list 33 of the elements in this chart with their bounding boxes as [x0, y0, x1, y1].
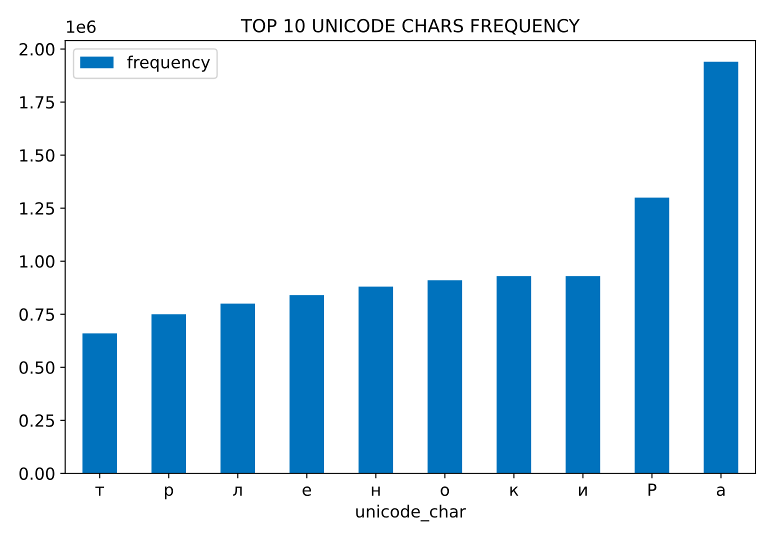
y-tick-label: 0.75 — [19, 308, 54, 321]
x-tick-label: о — [440, 486, 450, 496]
y-tick-label: 0.25 — [19, 414, 54, 427]
chart-title: TOP 10 UNICODE CHARS FREQUENCY — [240, 18, 580, 35]
x-tick-label: и — [579, 486, 587, 496]
x-axis-title: unicode_char — [356, 504, 466, 522]
x-tick-label: т — [95, 486, 104, 496]
x-tick-label: к — [510, 486, 518, 496]
x-tick-label: Р — [648, 484, 656, 496]
bar — [358, 286, 394, 474]
y-tick-label: 0.00 — [19, 467, 54, 480]
bar — [220, 304, 256, 474]
bar — [82, 333, 117, 474]
x-tick-label: р — [164, 486, 174, 500]
x-tick-label: а — [716, 486, 725, 496]
y-tick-label: 1.50 — [20, 149, 54, 162]
y-tick-label: 1.25 — [20, 202, 54, 215]
bar — [151, 314, 186, 474]
x-tick-label: е — [302, 486, 312, 496]
text: 1e6 — [67, 20, 96, 34]
bar — [634, 198, 670, 474]
bar — [704, 62, 738, 474]
y-tick-label: 1.00 — [20, 255, 54, 268]
bar — [496, 276, 532, 474]
bar — [566, 276, 600, 474]
x-tick-label: н — [372, 486, 380, 496]
y-tick-label: 2.00 — [20, 43, 54, 56]
x-tick-label: л — [233, 486, 242, 496]
bar — [290, 295, 324, 474]
y-tick-label: 0.50 — [19, 361, 54, 374]
bar — [428, 280, 462, 474]
y-tick-label: 1.75 — [20, 96, 54, 109]
legend-label: frequency — [127, 56, 210, 72]
